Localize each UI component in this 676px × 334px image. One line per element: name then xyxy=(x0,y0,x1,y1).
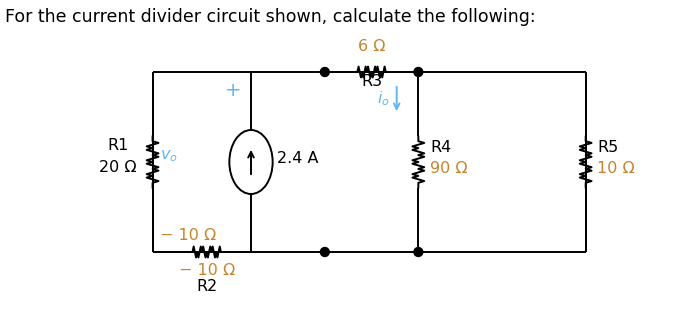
Text: 2.4 A: 2.4 A xyxy=(276,151,318,166)
Circle shape xyxy=(414,247,422,257)
Ellipse shape xyxy=(229,130,272,194)
Circle shape xyxy=(414,67,422,76)
Circle shape xyxy=(320,67,329,76)
Text: − 10 Ω: − 10 Ω xyxy=(178,263,235,278)
Text: +: + xyxy=(225,80,241,100)
Text: − 10 Ω: − 10 Ω xyxy=(160,227,217,242)
Text: R1: R1 xyxy=(107,138,129,153)
Text: 6 Ω: 6 Ω xyxy=(358,39,385,54)
Text: $i_o$: $i_o$ xyxy=(377,90,390,108)
Text: R2: R2 xyxy=(196,279,217,294)
Text: R5: R5 xyxy=(598,140,619,155)
Text: R3: R3 xyxy=(361,74,382,89)
Text: 10 Ω: 10 Ω xyxy=(598,161,635,175)
Text: For the current divider circuit shown, calculate the following:: For the current divider circuit shown, c… xyxy=(5,8,535,26)
Text: 20 Ω: 20 Ω xyxy=(99,160,137,174)
Circle shape xyxy=(320,247,329,257)
Text: $v_o$: $v_o$ xyxy=(160,148,178,164)
Text: 90 Ω: 90 Ω xyxy=(430,161,468,175)
Text: R4: R4 xyxy=(430,140,452,155)
